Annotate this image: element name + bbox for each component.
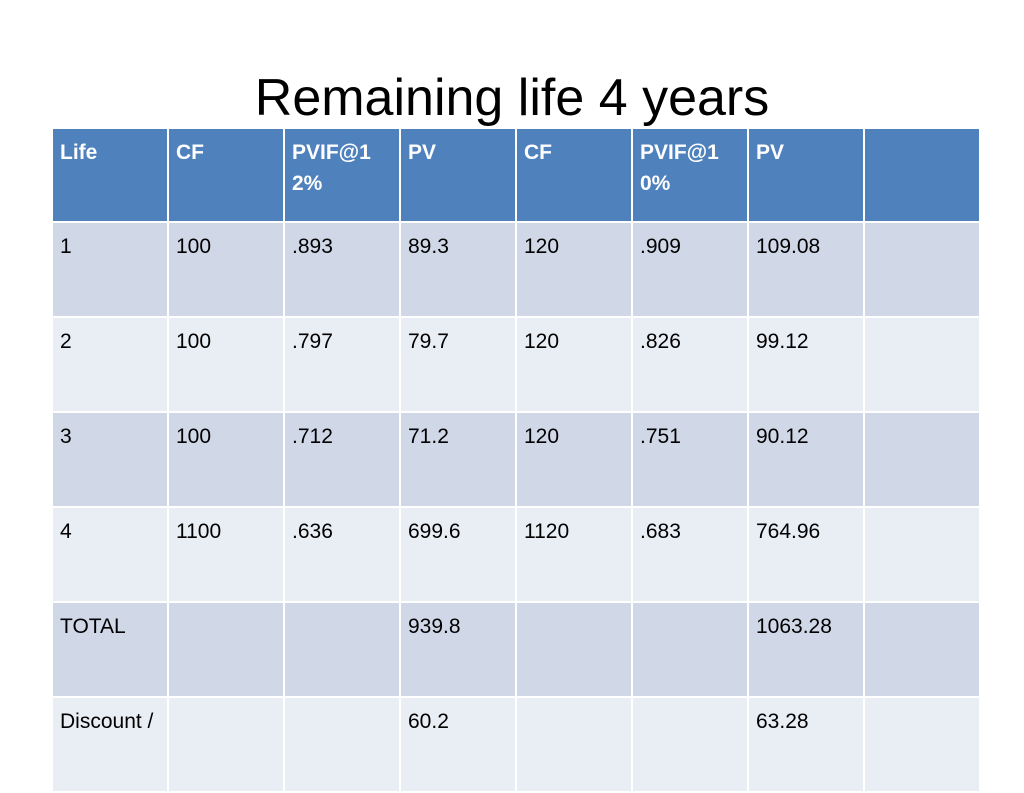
table-cell: 100	[167, 316, 285, 413]
table-cell: TOTAL	[51, 601, 169, 698]
table-cell: 764.96	[747, 506, 865, 603]
header-cell: PVIF@10%	[631, 127, 749, 223]
table-cell	[515, 601, 633, 698]
slide: {"title": "Remaining life 4 years", "tab…	[51, 69, 981, 793]
table-cell: Discount /	[51, 696, 169, 793]
table-cell	[863, 411, 981, 508]
header-row: Life CF PVIF@12% PV CF PVIF@10% PV	[51, 127, 981, 223]
header-cell: CF	[515, 127, 633, 223]
table-row: 1 100.893 89.3 120.909 109.08	[51, 221, 981, 318]
table-cell	[863, 221, 981, 318]
data-table: Life CF PVIF@12% PV CF PVIF@10% PV 1 100.893 89.3…	[51, 127, 981, 793]
table-cell: .826	[631, 316, 749, 413]
table-cell	[863, 316, 981, 413]
header-cell: Life	[51, 127, 169, 223]
table-cell: 120	[515, 316, 633, 413]
table-cell: 3	[51, 411, 169, 508]
table-cell: 699.6	[399, 506, 517, 603]
table-cell: 71.2	[399, 411, 517, 508]
table-cell: 120	[515, 411, 633, 508]
table-cell: 60.2	[399, 696, 517, 793]
table-cell: .893	[283, 221, 401, 318]
table-cell	[863, 506, 981, 603]
table-cell: 1120	[515, 506, 633, 603]
table-row: 4 1100.636 699.6 1120.683 764.96	[51, 506, 981, 603]
table-cell: 100	[167, 411, 285, 508]
table-cell: 1100	[167, 506, 285, 603]
table-cell: 939.8	[399, 601, 517, 698]
table-cell: 100	[167, 221, 285, 318]
header-cell: PV	[747, 127, 865, 223]
table-cell	[631, 601, 749, 698]
table-cell: .909	[631, 221, 749, 318]
table-cell	[863, 696, 981, 793]
header-cell: CF	[167, 127, 285, 223]
table-cell: 89.3	[399, 221, 517, 318]
table-row: TOTAL 939.8 1063.28	[51, 601, 981, 698]
header-cell	[863, 127, 981, 223]
table-cell	[167, 696, 285, 793]
table-cell: 109.08	[747, 221, 865, 318]
table-cell: .636	[283, 506, 401, 603]
table-cell: 2	[51, 316, 169, 413]
table-cell: 79.7	[399, 316, 517, 413]
table-cell: .683	[631, 506, 749, 603]
table-cell	[167, 601, 285, 698]
table-cell: 120	[515, 221, 633, 318]
table-cell: 90.12	[747, 411, 865, 508]
table-row: Discount / 60.2 63.28	[51, 696, 981, 793]
table-cell: 99.12	[747, 316, 865, 413]
table-cell: 1063.28	[747, 601, 865, 698]
table-cell	[283, 601, 401, 698]
header-cell: PVIF@12%	[283, 127, 401, 223]
header-cell: PV	[399, 127, 517, 223]
table-cell	[515, 696, 633, 793]
table-cell: 63.28	[747, 696, 865, 793]
table-cell: .751	[631, 411, 749, 508]
slide-title: Remaining life 4 years	[254, 69, 770, 127]
table-cell: .712	[283, 411, 401, 508]
table-row: 2 100.797 79.7 120.826 99.12	[51, 316, 981, 413]
table-row: 3 100.712 71.2 120.751 90.12	[51, 411, 981, 508]
table-cell	[631, 696, 749, 793]
table-cell: 1	[51, 221, 169, 318]
table-cell	[863, 601, 981, 698]
table-cell	[283, 696, 401, 793]
table-cell: .797	[283, 316, 401, 413]
table-cell: 4	[51, 506, 169, 603]
